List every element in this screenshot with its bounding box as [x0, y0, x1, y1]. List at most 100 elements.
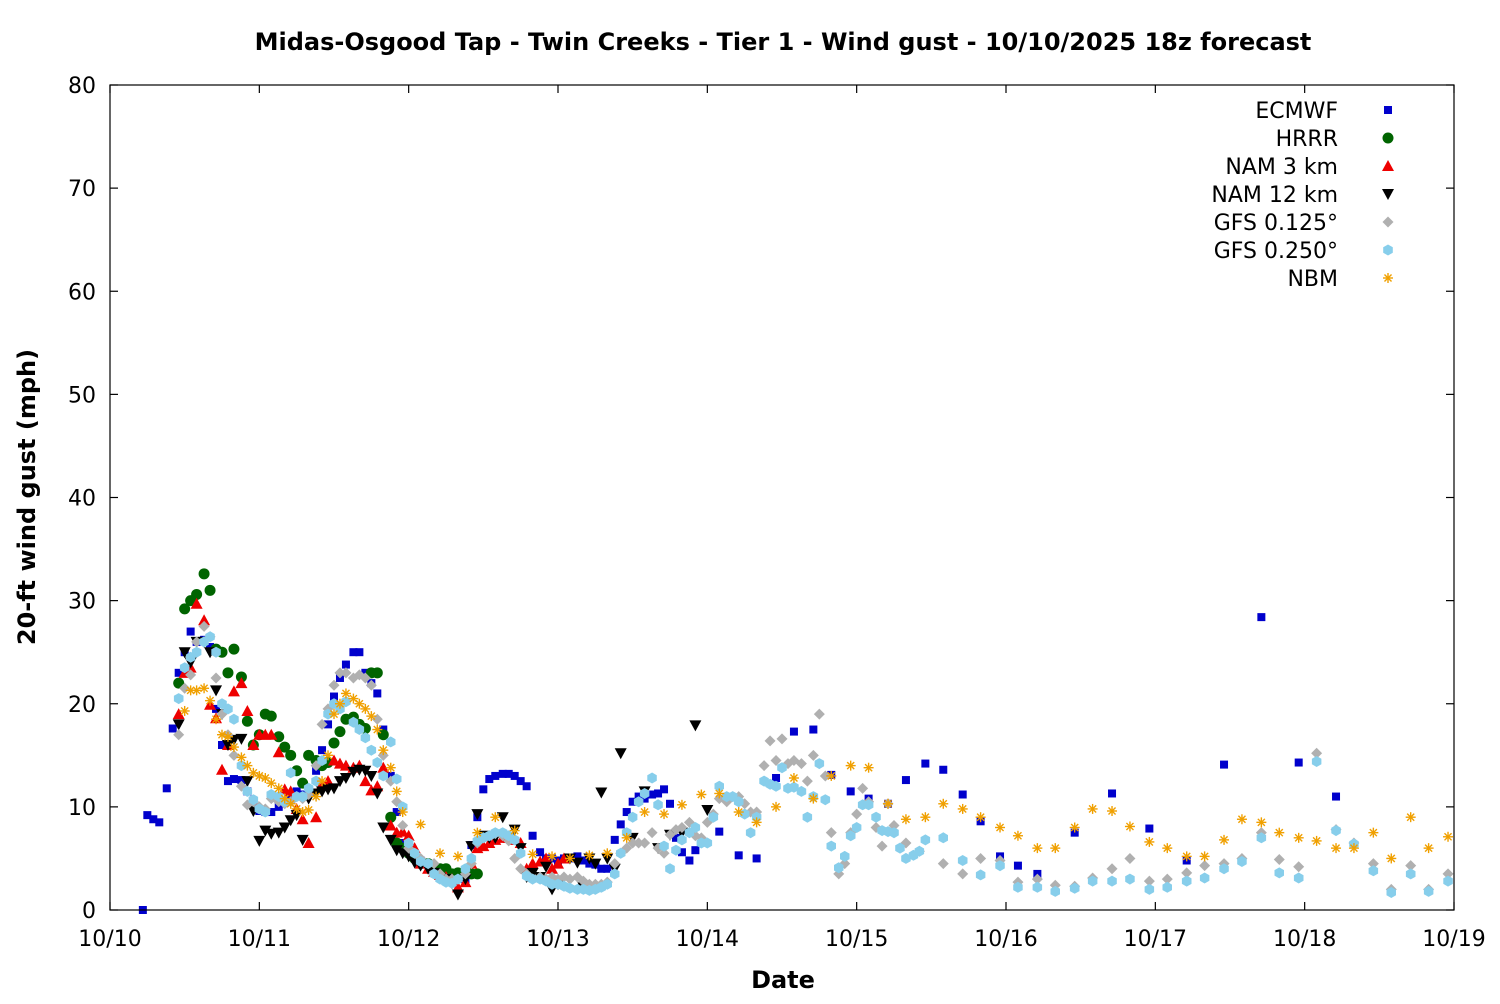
data-point-nbm — [391, 786, 402, 797]
data-point-ecmwf — [654, 789, 663, 798]
data-point-nbm — [378, 745, 389, 756]
data-point-gfs-0-125 — [813, 708, 825, 720]
data-point-nam-12-km — [396, 848, 409, 860]
data-point-gfs-0-250 — [820, 794, 831, 806]
data-point-gfs-0-250 — [957, 855, 968, 866]
data-point-gfs-0-250 — [702, 837, 713, 849]
data-point-gfs-0-125 — [1181, 867, 1193, 879]
data-point-gfs-0-250 — [789, 781, 799, 793]
y-tick-label: 30 — [68, 590, 96, 615]
data-point-nbm — [179, 705, 190, 716]
data-point-gfs-0-250 — [1181, 875, 1192, 887]
data-point-gfs-0-125 — [807, 749, 819, 761]
data-point-gfs-0-125 — [1273, 853, 1285, 865]
data-point-nam-3-km — [265, 728, 278, 740]
data-point-gfs-0-250 — [796, 785, 807, 797]
data-point-gfs-0-250 — [565, 882, 575, 894]
data-point-gfs-0-250 — [191, 646, 202, 658]
data-point-nbm — [205, 695, 216, 706]
data-point-gfs-0-125 — [1161, 873, 1173, 885]
data-point-gfs-0-250 — [802, 811, 813, 823]
data-point-ecmwf — [1070, 828, 1079, 837]
data-point-nam-12-km — [701, 804, 714, 816]
data-point-nbm — [1219, 834, 1230, 845]
data-point-ecmwf — [752, 854, 761, 863]
data-point-gfs-0-125 — [676, 822, 688, 833]
data-point-ecmwf — [671, 833, 680, 842]
data-point-gfs-0-250 — [714, 780, 724, 792]
data-point-gfs-0-125 — [328, 679, 340, 691]
data-point-nbm — [845, 760, 856, 771]
data-point-gfs-0-250 — [995, 860, 1005, 872]
data-point-gfs-0-125 — [851, 808, 863, 820]
data-point-nam-3-km — [272, 746, 285, 758]
data-point-gfs-0-250 — [354, 724, 365, 735]
x-tick-label: 10/15 — [825, 927, 888, 952]
data-point-nam-3-km — [296, 813, 309, 825]
data-point-gfs-0-250 — [1274, 867, 1284, 879]
data-point-nam-3-km — [216, 763, 228, 775]
data-point-hrrr — [228, 643, 240, 655]
data-point-gfs-0-125 — [825, 827, 837, 839]
data-point-nbm — [659, 809, 670, 820]
data-point-gfs-0-125 — [957, 868, 969, 880]
data-point-gfs-0-250 — [1386, 887, 1396, 898]
data-point-gfs-0-250 — [285, 767, 296, 779]
data-point-gfs-0-125 — [795, 758, 807, 770]
legend-label-gfs-0-125: GFS 0.125° — [1214, 211, 1338, 236]
data-point-ecmwf — [218, 741, 226, 749]
legend-label-nam-3-km: NAM 3 km — [1225, 155, 1338, 180]
data-point-gfs-0-125 — [316, 718, 328, 730]
data-point-nbm — [1423, 843, 1434, 854]
legend-label-nbm: NBM — [1287, 267, 1338, 292]
data-point-nam-12-km — [451, 889, 464, 901]
data-point-ecmwf — [1145, 824, 1154, 833]
data-point-nam-12-km — [614, 748, 627, 760]
data-point-gfs-0-250 — [248, 794, 259, 806]
data-point-nbm — [317, 776, 328, 787]
data-point-nam-12-km — [377, 822, 390, 834]
data-point-ecmwf — [603, 864, 612, 873]
data-point-nam-12-km — [371, 788, 384, 800]
data-point-gfs-0-250 — [1423, 885, 1434, 897]
data-point-hrrr — [328, 737, 340, 749]
data-point-nam-12-km — [540, 861, 553, 873]
data-point-ecmwf — [677, 848, 686, 857]
data-point-gfs-0-250 — [845, 830, 856, 842]
data-point-nbm — [415, 819, 426, 830]
data-point-nbm — [366, 711, 377, 722]
data-point-gfs-0-125 — [664, 829, 676, 841]
data-point-gfs-0-250 — [777, 762, 787, 774]
data-point-gfs-0-250 — [1405, 868, 1416, 880]
data-point-ecmwf — [498, 769, 507, 778]
data-point-nam-12-km — [339, 773, 352, 784]
data-point-nbm — [957, 803, 968, 814]
data-point-nbm — [714, 788, 725, 799]
data-point-gfs-0-250 — [466, 852, 477, 864]
data-point-gfs-0-250 — [317, 755, 327, 766]
data-point-gfs-0-250 — [1293, 872, 1304, 884]
data-point-gfs-0-250 — [671, 844, 681, 856]
data-point-hrrr — [198, 568, 210, 580]
plot-data — [138, 568, 1454, 914]
data-point-nbm — [639, 807, 650, 818]
data-point-gfs-0-125 — [1311, 747, 1323, 759]
data-point-nbm — [509, 825, 520, 836]
data-point-ecmwf — [504, 769, 513, 778]
data-point-ecmwf — [597, 864, 606, 873]
data-point-nbm — [360, 703, 371, 714]
x-tick-label: 10/11 — [228, 927, 291, 952]
data-point-nbm — [863, 762, 874, 773]
data-point-gfs-0-250 — [639, 788, 650, 799]
data-point-ecmwf — [237, 776, 246, 785]
data-point-nam-12-km — [253, 835, 266, 847]
data-point-nam-12-km — [241, 776, 254, 788]
data-point-gfs-0-250 — [415, 856, 426, 867]
data-point-gfs-0-250 — [453, 873, 463, 885]
legend: ECMWF HRRR NAM 3 km NAM 12 km GFS 0.125° GFS … — [1211, 99, 1394, 292]
data-point-gfs-0-125 — [633, 837, 645, 849]
data-point-gfs-0-250 — [403, 837, 414, 849]
data-point-gfs-0-250 — [179, 662, 190, 674]
data-point-nam-3-km — [235, 677, 248, 689]
data-point-gfs-0-125 — [397, 819, 409, 831]
